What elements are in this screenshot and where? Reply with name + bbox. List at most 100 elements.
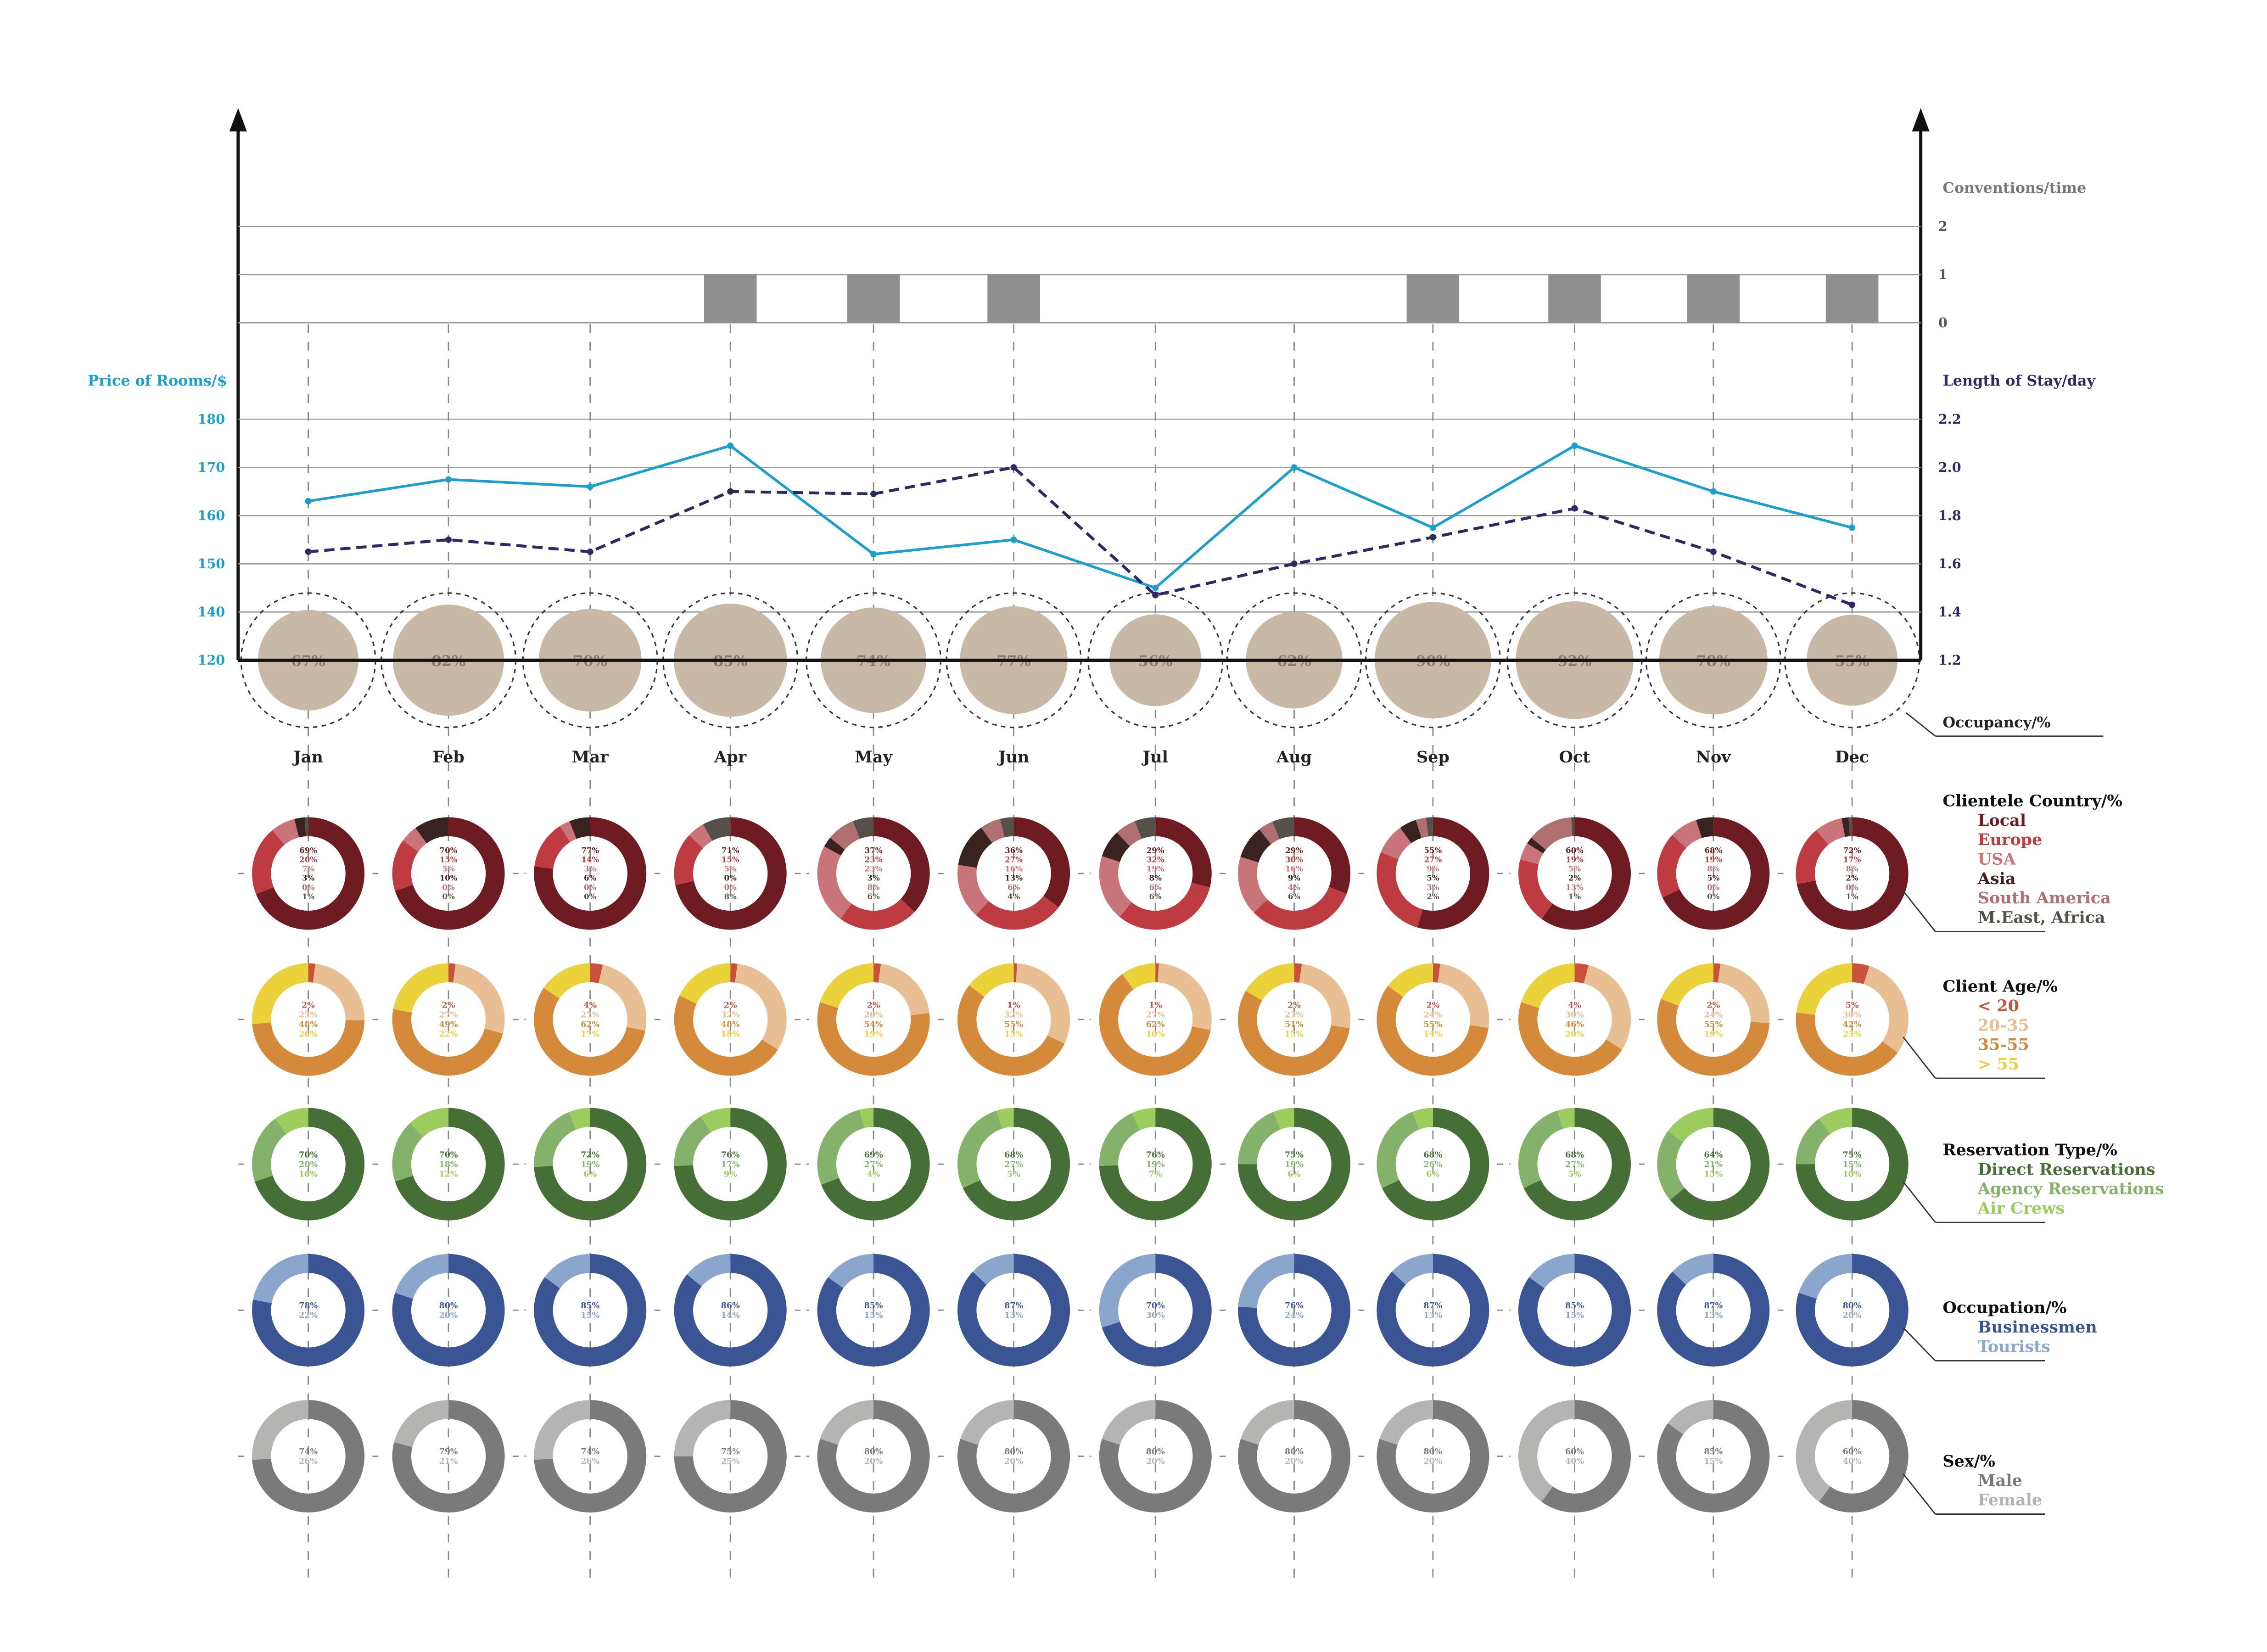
country-donut-aug: 29%30%16%9%4%6% — [1238, 817, 1350, 930]
country-segment — [1377, 852, 1423, 928]
reservation-donut-apr: 76%17%9% — [674, 1108, 787, 1221]
age-value-label: 55% — [1004, 1020, 1023, 1030]
occupation-donut-feb: 80%20% — [392, 1254, 505, 1366]
occupation-value-label: 76% — [1285, 1301, 1304, 1310]
month-label: Jun — [997, 748, 1029, 767]
sex-legend-title: Sex/% — [1942, 1452, 1995, 1471]
sex-segment — [1518, 1400, 1575, 1502]
occupation-value-label: 13% — [1423, 1311, 1442, 1320]
country-donut-feb: 70%15%5%10%0%0% — [392, 817, 505, 930]
reservation-value-label: 6% — [1426, 1170, 1439, 1179]
sex-value-label: 60% — [1843, 1447, 1862, 1456]
occupation-value-label: 30% — [1146, 1311, 1165, 1320]
occupation-segment — [1796, 1254, 1909, 1366]
country-segment — [1796, 830, 1829, 884]
country-value-label: 20% — [299, 855, 317, 864]
country-segment — [1527, 837, 1546, 854]
reservation-donut-dec: 75%15%10% — [1796, 1108, 1909, 1221]
country-value-label: 6% — [1149, 892, 1162, 901]
occupation-segment — [1238, 1254, 1351, 1366]
reservation-value-label: 9% — [724, 1170, 737, 1179]
occupation-value-label: 78% — [299, 1301, 318, 1310]
country-value-label: 15% — [722, 855, 739, 864]
country-segment — [675, 817, 787, 930]
stay-point — [727, 488, 734, 495]
country-legend-title: Clientele Country/% — [1942, 792, 2122, 811]
reservation-segment — [1668, 1108, 1714, 1143]
country-value-label: 17% — [1843, 855, 1861, 864]
country-value-label: 16% — [1005, 864, 1023, 874]
reservation-value-label: 19% — [1146, 1160, 1165, 1169]
age-value-label: 30% — [1565, 1011, 1584, 1020]
reservation-segment — [410, 1108, 449, 1137]
reservation-leader-line — [1903, 1181, 1936, 1223]
age-segment — [1122, 963, 1156, 990]
occupation-value-label: 15% — [864, 1311, 883, 1320]
country-segment — [1102, 832, 1131, 862]
country-segment — [958, 827, 993, 868]
reservation-value-label: 27% — [1004, 1160, 1023, 1169]
reservation-segment — [275, 1108, 309, 1134]
occupation-donut-jan: 78%22% — [252, 1254, 365, 1366]
reservation-segment — [1657, 1131, 1685, 1200]
sex-value-label: 15% — [1704, 1457, 1723, 1466]
conventions-bar-oct — [1548, 274, 1601, 323]
country-value-label: 8% — [1846, 864, 1859, 874]
reservation-segment — [1523, 1108, 1631, 1221]
reservation-value-label: 76% — [721, 1150, 740, 1159]
price-point — [1010, 536, 1017, 543]
reservation-donut-may: 69%27%4% — [817, 1108, 930, 1221]
country-value-label: 37% — [865, 846, 883, 855]
country-value-label: 3% — [302, 874, 315, 883]
conventions-bar-dec — [1825, 274, 1879, 323]
stay-tick-label: 1.2 — [1938, 652, 1961, 668]
country-value-label: 69% — [299, 846, 317, 855]
age-value-label: 2% — [1707, 1001, 1720, 1010]
stay-tick-label: 1.4 — [1938, 604, 1961, 620]
age-value-label: 62% — [1146, 1020, 1165, 1030]
occupation-value-label: 80% — [439, 1301, 458, 1310]
reservation-value-label: 6% — [1287, 1170, 1301, 1179]
sex-segment — [674, 1400, 787, 1513]
country-donut-jul: 29%32%19%8%6%6% — [1099, 817, 1212, 930]
occupation-segment — [957, 1254, 1070, 1366]
reservation-donut-mar: 72%19%6% — [534, 1108, 647, 1221]
country-segment — [1000, 817, 1014, 838]
reservation-value-label: 20% — [299, 1160, 318, 1169]
sex-donut-oct: 60%40% — [1518, 1400, 1631, 1513]
sex-segment — [1102, 1400, 1156, 1445]
reservation-segment — [1273, 1108, 1295, 1130]
country-donut-mar: 77%14%3%6%0%0% — [534, 817, 647, 930]
reservation-segment — [534, 1108, 647, 1221]
country-segment — [674, 835, 704, 885]
age-value-label: 55% — [1704, 1020, 1723, 1030]
sex-segment — [252, 1400, 309, 1460]
occupation-donut-jun: 87%13% — [957, 1254, 1070, 1366]
age-segment — [1377, 986, 1489, 1076]
country-value-label: 4% — [1288, 883, 1301, 892]
occupancy-leader-line — [1905, 712, 1936, 737]
age-donut-nov: 2%24%55%19% — [1657, 963, 1770, 1076]
country-value-label: 2% — [1846, 874, 1859, 883]
reservation-legend-item: Agency Reservations — [1977, 1180, 2164, 1198]
country-segment — [252, 830, 285, 895]
reservation-value-label: 69% — [864, 1150, 883, 1159]
stay-point — [305, 549, 312, 555]
age-segment — [543, 963, 591, 999]
occupation-segment — [1657, 1254, 1770, 1366]
sex-value-label: 20% — [1004, 1457, 1023, 1466]
sex-value-label: 40% — [1565, 1457, 1584, 1466]
occupation-legend-item: Tourists — [1978, 1337, 2050, 1356]
sex-segment — [674, 1400, 731, 1457]
country-segment — [560, 821, 577, 842]
price-point — [1291, 464, 1298, 471]
reservation-segment — [1670, 1108, 1770, 1221]
age-segment — [1099, 974, 1211, 1076]
country-segment — [392, 840, 419, 891]
country-donut-jun: 36%27%16%13%6%4% — [957, 817, 1070, 930]
price-point — [870, 551, 877, 558]
reservation-value-label: 5% — [1568, 1170, 1581, 1179]
reservation-segment — [569, 1108, 591, 1130]
occupation-segment — [1518, 1254, 1631, 1366]
